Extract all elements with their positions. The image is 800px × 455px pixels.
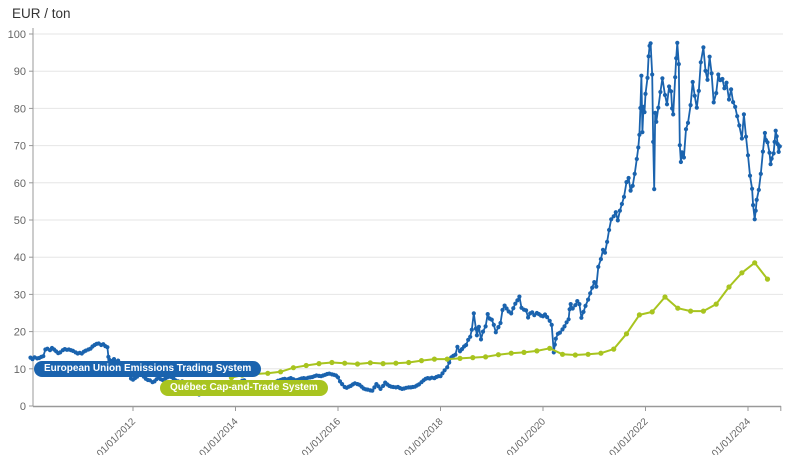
series-label-eu-ets[interactable]: European Union Emissions Trading System bbox=[34, 361, 262, 377]
gridlines bbox=[33, 33, 783, 370]
x-tick-label: 01/01/2014 bbox=[197, 416, 240, 455]
y-tick-label: 20 bbox=[14, 327, 26, 339]
x-tick-label: 01/01/2018 bbox=[402, 416, 445, 455]
y-axis-title: EUR / ton bbox=[12, 6, 71, 21]
y-axis-ticks: 0 10 20 30 40 50 60 70 80 90 100 bbox=[8, 29, 33, 413]
y-tick-label: 30 bbox=[14, 289, 26, 301]
series-eu-ets[interactable] bbox=[28, 40, 782, 397]
series-quebec[interactable] bbox=[228, 260, 771, 381]
y-tick-label: 40 bbox=[14, 252, 26, 264]
axes bbox=[32, 28, 781, 408]
x-tick-label: 01/01/2020 bbox=[505, 416, 548, 455]
x-tick-label: 01/01/2022 bbox=[607, 416, 650, 455]
y-tick-label: 80 bbox=[14, 103, 26, 115]
y-tick-label: 100 bbox=[8, 29, 26, 41]
x-tick-label: 01/01/2016 bbox=[300, 416, 343, 455]
x-axis-ticks: 01/01/2012 01/01/2014 01/01/2016 01/01/2018… bbox=[95, 406, 782, 455]
y-tick-label: 10 bbox=[14, 364, 26, 376]
y-tick-label: 60 bbox=[14, 178, 26, 190]
x-tick-label: 01/01/2024 bbox=[710, 416, 753, 455]
x-tick-label: 01/01/2012 bbox=[95, 416, 138, 455]
y-tick-label: 90 bbox=[14, 66, 26, 78]
y-tick-label: 0 bbox=[20, 401, 26, 413]
y-tick-label: 50 bbox=[14, 215, 26, 227]
series-label-quebec[interactable]: Québec Cap-and-Trade System bbox=[160, 380, 328, 396]
y-tick-label: 70 bbox=[14, 141, 26, 153]
